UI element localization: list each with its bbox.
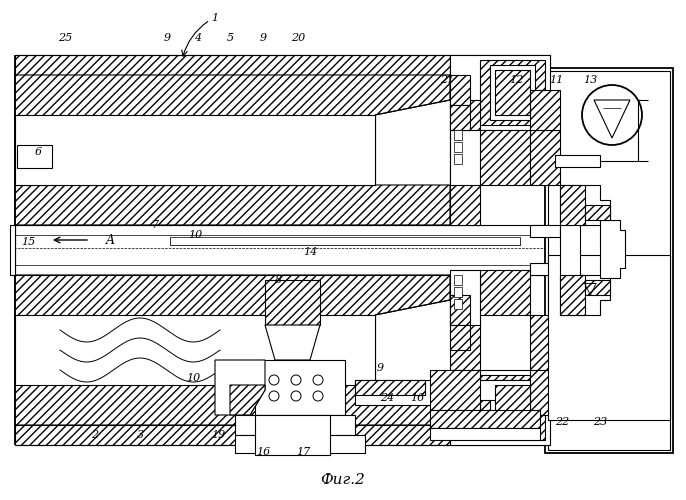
Polygon shape [15,315,375,385]
Polygon shape [430,370,480,410]
Polygon shape [215,360,265,415]
Text: 12: 12 [509,75,523,85]
Polygon shape [355,380,425,395]
Polygon shape [455,380,535,400]
Text: 9: 9 [377,363,383,373]
Polygon shape [530,90,560,130]
Polygon shape [265,325,320,360]
Text: 16: 16 [256,447,270,457]
Polygon shape [450,55,550,130]
Polygon shape [235,415,355,435]
Polygon shape [454,287,462,297]
Polygon shape [15,425,450,445]
Polygon shape [450,325,470,350]
Polygon shape [454,154,462,164]
Polygon shape [230,385,265,415]
Text: 8: 8 [274,275,281,285]
Polygon shape [600,220,625,278]
Text: 24: 24 [380,393,394,403]
Polygon shape [255,360,345,415]
Polygon shape [15,275,450,425]
Text: 21: 21 [440,75,454,85]
Text: 19: 19 [211,430,225,440]
Text: 20: 20 [291,33,305,43]
Polygon shape [15,55,450,75]
Text: 25: 25 [58,33,72,43]
Polygon shape [17,145,52,168]
Polygon shape [450,55,550,67]
Polygon shape [480,375,545,440]
Polygon shape [560,275,585,315]
Text: 2: 2 [91,430,99,440]
Polygon shape [450,370,550,445]
Text: 10: 10 [186,373,200,383]
Polygon shape [548,71,670,450]
Polygon shape [255,415,330,455]
Text: 13: 13 [583,75,597,85]
Text: 7: 7 [152,220,158,230]
Polygon shape [490,380,535,435]
Polygon shape [454,130,462,140]
Polygon shape [450,270,530,370]
Polygon shape [560,185,585,225]
Text: 10: 10 [188,230,202,240]
Polygon shape [545,68,673,453]
Text: 22: 22 [555,417,569,427]
Polygon shape [15,75,450,225]
Polygon shape [15,115,375,185]
Polygon shape [560,185,610,315]
Text: 4: 4 [194,33,202,43]
Polygon shape [530,370,560,415]
Polygon shape [450,130,480,185]
Polygon shape [450,433,550,445]
Polygon shape [355,380,455,405]
Text: A: A [106,234,115,246]
Text: 5: 5 [226,33,233,43]
Text: 15: 15 [21,237,35,247]
Text: 11: 11 [549,75,563,85]
Polygon shape [530,263,560,275]
Polygon shape [450,105,470,130]
Text: 9: 9 [259,33,267,43]
Polygon shape [430,428,540,440]
Polygon shape [450,295,470,325]
Polygon shape [548,255,670,420]
Polygon shape [450,75,470,105]
Text: 1: 1 [211,13,219,23]
Polygon shape [495,70,530,115]
Polygon shape [530,225,560,237]
Text: 16: 16 [410,393,424,403]
Polygon shape [585,280,610,295]
Polygon shape [530,315,560,370]
Polygon shape [495,385,530,430]
Text: 14: 14 [303,247,317,257]
Polygon shape [480,60,545,125]
Polygon shape [235,435,365,453]
Text: Фиг.2: Фиг.2 [320,473,366,487]
Polygon shape [450,100,530,225]
Text: ▽: ▽ [584,282,596,298]
Polygon shape [555,155,600,167]
Text: 3: 3 [137,430,143,440]
Polygon shape [265,280,320,325]
Text: 9: 9 [163,33,171,43]
Polygon shape [450,270,480,325]
Text: 6: 6 [34,147,42,157]
Polygon shape [10,225,15,275]
Text: 23: 23 [593,417,607,427]
Polygon shape [454,275,462,285]
Polygon shape [450,67,480,87]
Polygon shape [585,205,610,220]
Polygon shape [530,130,560,185]
Polygon shape [454,142,462,152]
Polygon shape [454,299,462,309]
Polygon shape [490,65,535,120]
Polygon shape [430,410,540,428]
Text: 17: 17 [296,447,310,457]
Polygon shape [170,237,520,245]
